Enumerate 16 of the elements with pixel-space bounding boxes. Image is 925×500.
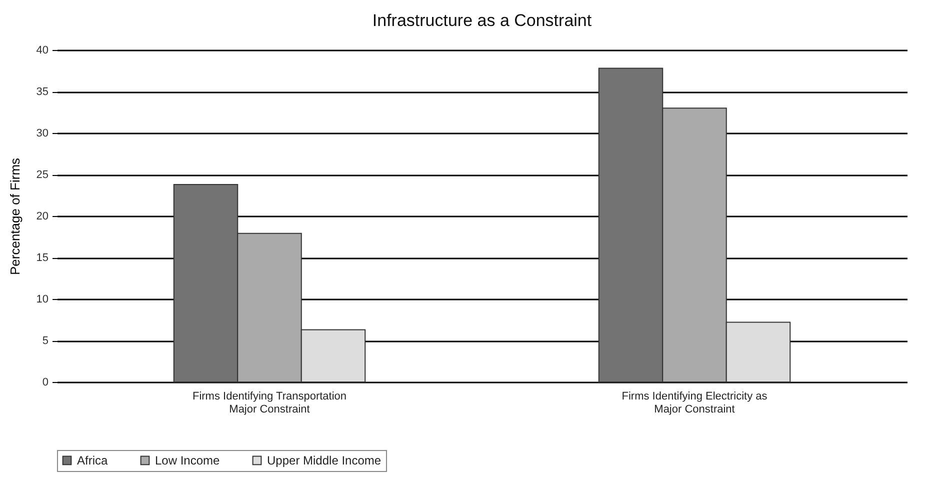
y-tick-label: 30 <box>36 128 48 140</box>
legend-label: Upper Middle Income <box>267 453 382 468</box>
legend-label: Low Income <box>155 453 220 468</box>
x-tick-label: Firms Identifying Transportation Major Constraint <box>192 390 347 416</box>
y-tick-label: 10 <box>36 294 48 306</box>
legend-label: Africa <box>77 453 108 468</box>
y-tick-label: 25 <box>36 169 48 181</box>
y-tick-label: 15 <box>36 252 48 264</box>
y-tick-label: 35 <box>36 86 48 98</box>
y-tick-label: 40 <box>36 44 48 56</box>
x-tick-label: Firms Identifying Electricity as Major Constraint <box>622 390 768 416</box>
y-tick-label: 0 <box>42 376 48 388</box>
chart-title: Infrastructure as a Constraint <box>372 11 592 30</box>
y-tick-label: 20 <box>36 210 48 222</box>
y-tick-label: 5 <box>42 335 48 347</box>
y-axis-title: Percentage of Firms <box>7 157 22 276</box>
